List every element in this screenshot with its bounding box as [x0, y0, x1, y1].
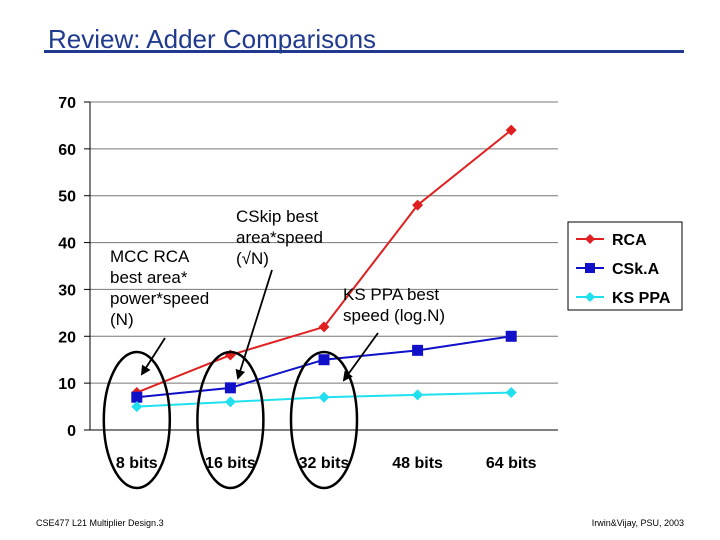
data-point-s0-4	[505, 124, 517, 136]
data-point-s1-2	[318, 354, 330, 366]
legend-marker-0	[585, 234, 595, 244]
legend-label-1: CSk.A	[612, 261, 660, 278]
annotation-cskip: CSkip best area*speed (√N)	[236, 207, 323, 268]
annotation-ks-ppa: KS PPA best speed (log.N)	[343, 285, 446, 325]
annotation-arrow-0	[140, 337, 166, 376]
x-tick-label-2: 32 bits	[299, 455, 350, 472]
y-tick-label-5: 50	[58, 189, 76, 206]
legend-marker-1	[585, 263, 595, 273]
legend-marker-2	[585, 292, 595, 302]
x-tick-label-1: 16 bits	[205, 455, 256, 472]
y-tick-label-4: 40	[58, 236, 76, 253]
series-line-1	[136, 335, 512, 399]
data-point-s2-2	[318, 391, 330, 403]
y-tick-label-7: 70	[58, 95, 76, 112]
data-point-s0-3	[412, 199, 424, 211]
y-tick-label-2: 20	[58, 329, 76, 346]
y-tick-label-6: 60	[58, 142, 76, 159]
data-point-s2-0	[131, 401, 143, 413]
footer-credit: Irwin&Vijay, PSU, 2003	[591, 518, 684, 528]
annotation-arrow-2	[342, 332, 379, 382]
x-tick-label-0: 8 bits	[116, 455, 158, 472]
title-underline	[44, 50, 684, 53]
footer-course: CSE477 L21 Multiplier Design.3	[36, 518, 164, 528]
data-point-s1-0	[131, 391, 143, 403]
x-tick-label-3: 48 bits	[392, 455, 443, 472]
highlight-ellipse-2	[289, 350, 359, 490]
legend-label-0: RCA	[612, 232, 647, 249]
y-tick-label-3: 30	[58, 282, 76, 299]
data-point-s1-3	[412, 344, 424, 356]
y-tick-label-0: 0	[67, 423, 76, 440]
data-point-s2-4	[505, 387, 517, 399]
data-point-s2-3	[412, 389, 424, 401]
data-point-s0-2	[318, 321, 330, 333]
data-point-s1-4	[505, 330, 517, 342]
slide-title: Review: Adder Comparisons	[48, 24, 377, 54]
x-tick-label-4: 64 bits	[486, 455, 537, 472]
annotation-arrow-1	[235, 269, 273, 380]
highlight-ellipse-0	[102, 350, 172, 490]
data-point-s2-1	[224, 396, 236, 408]
annotation-mcc-rca: MCC RCA best area* power*speed (N)	[110, 247, 210, 329]
highlight-ellipse-1	[196, 350, 265, 490]
legend-label-2: KS PPA	[612, 290, 671, 307]
data-point-s1-1	[224, 382, 236, 394]
y-tick-label-1: 10	[58, 376, 76, 393]
